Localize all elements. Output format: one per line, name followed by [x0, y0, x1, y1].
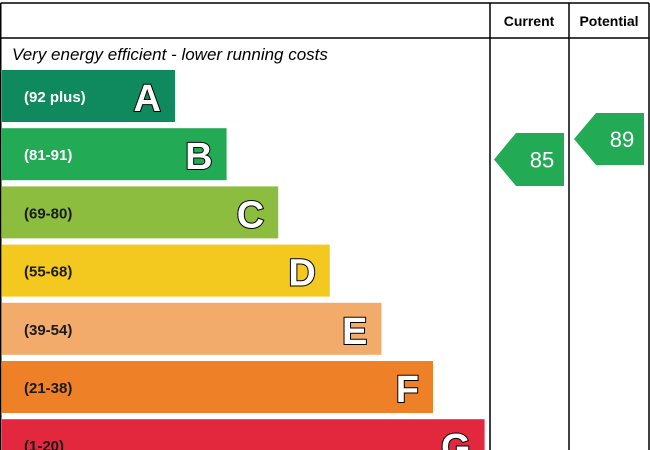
rating-bands: (92 plus) A (81-91) B (69-80) C (55-68) D (39-54… [2, 70, 485, 450]
band-letter: E [342, 311, 367, 353]
top-note: Very energy efficient - lower running co… [12, 45, 328, 64]
band-letter: F [396, 369, 419, 411]
band-bar [2, 361, 433, 413]
band-c: (69-80) C [2, 186, 279, 239]
arrow-value: 85 [530, 148, 554, 173]
band-a: (92 plus) A [2, 70, 175, 122]
band-bar [2, 419, 485, 450]
band-e: (39-54) E [2, 302, 382, 355]
band-bar [2, 186, 279, 239]
arrow-shape [494, 133, 564, 186]
band-b: (81-91) B [2, 128, 227, 181]
band-letter: A [134, 78, 161, 120]
band-bar [2, 70, 175, 122]
band-d: (55-68) D [2, 244, 330, 297]
current-header: Current [504, 13, 555, 29]
band-bar [2, 302, 382, 355]
band-f: (21-38) F [2, 361, 433, 413]
band-range-label: (81-91) [24, 147, 72, 164]
band-letter: D [288, 253, 315, 295]
band-range-label: (39-54) [24, 322, 72, 339]
potential-header: Potential [579, 13, 638, 29]
arrow-shape [574, 113, 644, 165]
band-g: (1-20) G [2, 419, 485, 450]
band-bar [2, 128, 227, 181]
potential-rating-arrow: 89 [574, 113, 644, 165]
band-letter: G [441, 427, 471, 450]
rating-arrows: 85 89 [494, 113, 644, 186]
current-rating-arrow: 85 [494, 133, 564, 186]
band-range-label: (69-80) [24, 205, 72, 222]
band-letter: B [185, 136, 212, 178]
arrow-value: 89 [610, 127, 634, 152]
band-range-label: (21-38) [24, 380, 72, 397]
band-letter: C [237, 194, 264, 236]
band-range-label: (92 plus) [24, 89, 86, 106]
band-bar [2, 244, 330, 297]
band-range-label: (1-20) [24, 438, 64, 450]
band-range-label: (55-68) [24, 264, 72, 281]
